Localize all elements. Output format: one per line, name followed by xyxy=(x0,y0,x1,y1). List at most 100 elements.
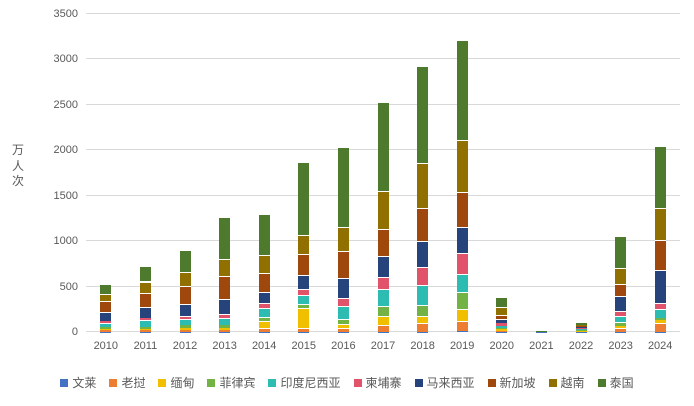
bar-segment-柬埔寨 xyxy=(417,267,429,285)
bar-segment-泰国 xyxy=(535,330,547,332)
legend-item-3: 菲律宾 xyxy=(207,374,255,391)
legend-item-2: 缅甸 xyxy=(158,374,194,391)
legend-item-5: 柬埔寨 xyxy=(353,374,402,391)
legend-item-0: 文莱 xyxy=(60,374,96,391)
bar-segment-印度尼西亚 xyxy=(298,294,310,304)
bar-segment-柬埔寨 xyxy=(575,328,587,329)
x-tick-label: 2014 xyxy=(251,340,277,352)
x-tick-label: 2019 xyxy=(449,340,475,352)
legend-label: 菲律宾 xyxy=(219,376,256,390)
x-tick-label: 2023 xyxy=(608,340,633,352)
bar-segment-印度尼西亚 xyxy=(496,325,508,328)
x-tick-label: 2024 xyxy=(647,340,673,352)
bar-segment-越南 xyxy=(298,235,310,254)
bar-segment-马来西亚 xyxy=(615,295,627,312)
legend-item-7: 新加坡 xyxy=(487,374,536,391)
bar-segment-缅甸 xyxy=(575,330,587,332)
bar-segment-菲律宾 xyxy=(417,304,429,317)
bar-segment-老挝 xyxy=(615,328,627,332)
bar-segment-马来西亚 xyxy=(417,240,429,268)
legend-swatch-icon xyxy=(487,378,496,387)
legend-swatch-icon xyxy=(60,378,69,387)
x-tick-label: 2016 xyxy=(331,340,356,352)
bar-segment-菲律宾 xyxy=(377,306,389,317)
bar-segment-泰国 xyxy=(496,297,508,308)
x-tick-label: 2017 xyxy=(370,340,396,352)
bar-segment-柬埔寨 xyxy=(615,311,627,317)
bar-segment-菲律宾 xyxy=(575,329,587,331)
bar-segment-文莱 xyxy=(298,331,310,332)
legend-label: 缅甸 xyxy=(170,376,195,390)
bar-segment-泰国 xyxy=(377,102,389,192)
bar-segment-柬埔寨 xyxy=(654,302,666,310)
bar-segment-马来西亚 xyxy=(219,299,231,314)
bar-segment-文莱 xyxy=(654,331,666,332)
x-tick-label: 2011 xyxy=(133,340,158,352)
bar-segment-印度尼西亚 xyxy=(456,274,468,292)
bar-segment-菲律宾 xyxy=(337,318,349,325)
y-tick-label: 500 xyxy=(59,280,78,293)
bar-segment-老挝 xyxy=(456,321,468,332)
bar-segment-新加坡 xyxy=(654,239,666,271)
bar-segment-缅甸 xyxy=(258,320,270,328)
bar-segment-越南 xyxy=(575,325,587,327)
legend-swatch-icon xyxy=(158,378,167,387)
legend-label: 柬埔寨 xyxy=(365,376,402,390)
bar-segment-泰国 xyxy=(139,266,151,282)
bar-segment-泰国 xyxy=(575,322,587,326)
bar-segment-菲律宾 xyxy=(456,291,468,310)
bar-segment-菲律宾 xyxy=(219,325,231,328)
bar-segment-老挝 xyxy=(654,323,666,332)
bar-segment-柬埔寨 xyxy=(337,297,349,306)
bar-segment-老挝 xyxy=(575,331,587,332)
bar-segment-菲律宾 xyxy=(654,317,666,321)
bar-segment-新加坡 xyxy=(496,315,508,320)
bar-segment-文莱 xyxy=(337,331,349,332)
legend: 文莱 老挝 缅甸 菲律宾 印度尼西亚 柬埔寨 马来西亚 新加坡 越南 泰国 xyxy=(0,374,694,391)
bar-segment-缅甸 xyxy=(496,329,508,331)
bar-segment-新加坡 xyxy=(139,293,151,307)
legend-swatch-icon xyxy=(597,378,606,387)
legend-label: 马来西亚 xyxy=(426,376,475,390)
y-tick-label: 2000 xyxy=(53,144,78,157)
bar-segment-越南 xyxy=(456,139,468,192)
bar-segment-缅甸 xyxy=(139,328,151,331)
bar-segment-泰国 xyxy=(100,283,112,294)
bar-segment-越南 xyxy=(139,281,151,294)
bar-segment-越南 xyxy=(654,208,666,240)
bar-segment-新加坡 xyxy=(298,253,310,275)
x-tick-label: 2013 xyxy=(212,340,237,352)
bar-segment-新加坡 xyxy=(417,207,429,241)
bar-segment-印度尼西亚 xyxy=(219,317,231,326)
bar-segment-泰国 xyxy=(219,217,231,260)
bar-segment-文莱 xyxy=(417,331,429,332)
bar-segment-印度尼西亚 xyxy=(100,322,112,327)
bar-segment-缅甸 xyxy=(615,325,627,329)
y-axis-title: 万 人 次 xyxy=(12,143,25,189)
y-tick-label: 0 xyxy=(71,326,78,338)
bar-segment-马来西亚 xyxy=(258,291,270,304)
bar-segment-印度尼西亚 xyxy=(377,289,389,307)
gridline xyxy=(86,13,680,14)
x-tick-label: 2010 xyxy=(93,340,119,352)
bar-segment-越南 xyxy=(377,191,389,229)
legend-swatch-icon xyxy=(548,378,557,387)
bar-segment-柬埔寨 xyxy=(456,253,468,275)
bar-segment-越南 xyxy=(100,293,112,302)
legend-label: 越南 xyxy=(560,376,585,390)
bar-segment-印度尼西亚 xyxy=(258,308,270,317)
bar-segment-老挝 xyxy=(496,330,508,332)
legend-swatch-icon xyxy=(353,378,362,387)
bar-segment-文莱 xyxy=(179,331,191,332)
bar-segment-马来西亚 xyxy=(179,304,191,316)
bar-segment-泰国 xyxy=(298,162,310,236)
bar-segment-老挝 xyxy=(337,328,349,332)
bar-segment-老挝 xyxy=(258,327,270,332)
y-tick-label: 1500 xyxy=(53,189,78,202)
bar-segment-菲律宾 xyxy=(179,325,191,328)
bar-segment-菲律宾 xyxy=(615,322,627,326)
bar-segment-越南 xyxy=(496,307,508,316)
bar-segment-柬埔寨 xyxy=(258,303,270,309)
bar-segment-越南 xyxy=(179,271,191,286)
bar-segment-马来西亚 xyxy=(337,278,349,298)
